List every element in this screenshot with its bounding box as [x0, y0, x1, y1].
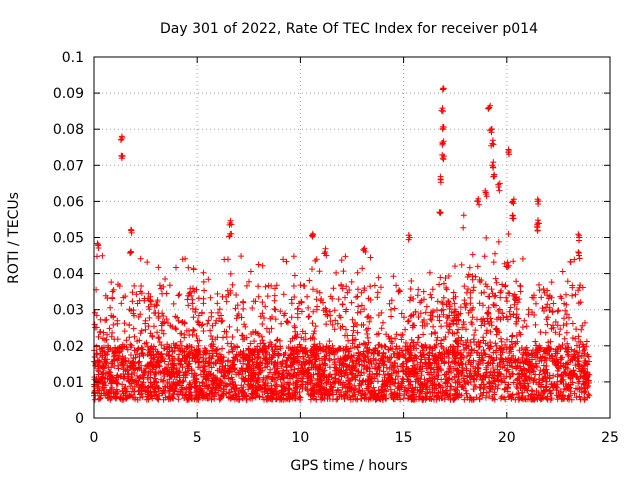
scatter-point — [361, 245, 368, 252]
scatter-point — [534, 227, 541, 234]
scatter-points-cloud — [91, 85, 593, 403]
x-tick-label: 0 — [90, 430, 99, 446]
scatter-point — [118, 155, 125, 162]
scatter-point — [505, 147, 512, 154]
y-tick-label: 0.02 — [53, 339, 84, 355]
scatter-point — [534, 220, 541, 227]
scatter-point — [322, 248, 329, 255]
scatter-point — [309, 230, 316, 237]
scatter-point — [95, 241, 102, 248]
scatter-point — [491, 173, 498, 180]
scatter-point — [509, 212, 516, 219]
y-tick-label: 0.06 — [53, 194, 84, 210]
scatter-point — [437, 176, 444, 183]
scatter-point — [439, 86, 446, 93]
y-tick-label: 0.1 — [62, 50, 84, 66]
scatter-point — [439, 126, 446, 133]
y-tick-label: 0.01 — [53, 375, 84, 391]
scatter-point — [495, 183, 502, 190]
y-tick-label: 0.09 — [53, 86, 84, 102]
y-tick-label: 0.07 — [53, 158, 84, 174]
y-axis-label: ROTI / TECUs — [6, 192, 22, 284]
scatter-point — [439, 140, 446, 147]
chart-title: Day 301 of 2022, Rate Of TEC Index for r… — [160, 21, 538, 37]
scatter-point — [534, 198, 541, 205]
data-points — [91, 85, 593, 403]
y-tick-label: 0.05 — [53, 231, 84, 247]
x-tick-label: 5 — [193, 430, 202, 446]
scatter-point — [437, 209, 444, 216]
y-tick-label: 0.03 — [53, 303, 84, 319]
scatter-point — [474, 198, 481, 205]
y-tick-label: 0.08 — [53, 122, 84, 138]
scatter-point — [576, 252, 583, 259]
y-tick-label: 0.04 — [53, 267, 84, 283]
x-axis-ticks: 0 5 10 15 20 25 — [90, 57, 619, 446]
y-axis-ticks: 0 0.01 0.02 0.03 0.04 0.05 0.06 0.07 0.08 0.09 0.1 — [53, 50, 610, 427]
x-tick-label: 10 — [291, 430, 309, 446]
scatter-point — [227, 220, 234, 227]
scatter-point — [227, 230, 234, 237]
scatter-point — [406, 234, 413, 241]
scatter-point — [509, 198, 516, 205]
x-tick-label: 20 — [498, 430, 516, 446]
scatter-point — [488, 126, 495, 133]
scatter-point — [118, 133, 125, 140]
scatter-point — [486, 104, 493, 111]
x-tick-label: 25 — [601, 430, 619, 446]
scatter-point — [576, 234, 583, 241]
scatter-point — [128, 248, 135, 255]
x-tick-label: 15 — [395, 430, 413, 446]
scatter-point — [483, 191, 490, 198]
y-tick-label: 0 — [75, 411, 84, 427]
scatter-point — [439, 155, 446, 162]
scatter-point — [489, 162, 496, 169]
scatter-point — [128, 227, 135, 234]
scatter-point — [439, 108, 446, 115]
x-axis-label: GPS time / hours — [290, 458, 407, 474]
scatter-point — [489, 140, 496, 147]
